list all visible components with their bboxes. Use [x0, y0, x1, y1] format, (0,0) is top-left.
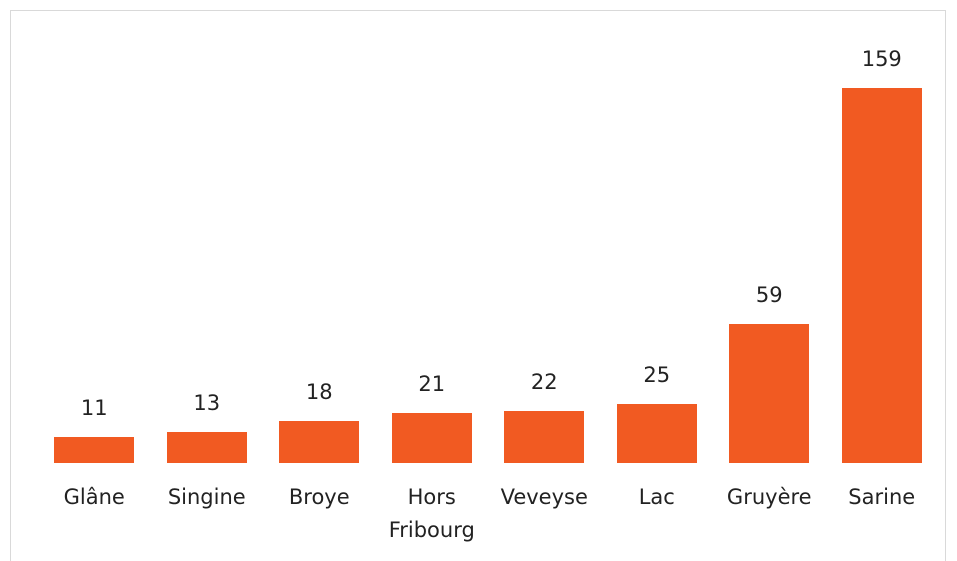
bar — [166, 432, 247, 463]
x-tick-label: Glâne — [63, 485, 125, 509]
data-label: 59 — [755, 282, 783, 307]
x-tick-label: Broye — [288, 485, 350, 509]
data-label: 21 — [418, 372, 446, 397]
x-tick-label: Hors Fribourg — [388, 485, 475, 542]
x-tick-label: Singine — [167, 485, 246, 509]
x-tick-label: Gruyère — [726, 485, 812, 509]
x-tick-label: Veveyse — [500, 485, 588, 509]
bar — [841, 88, 922, 463]
bar — [279, 420, 360, 463]
bar — [616, 404, 697, 463]
x-tick-label: Sarine — [848, 485, 916, 509]
bar — [391, 413, 472, 463]
x-tick-label: Lac — [638, 485, 675, 509]
bar — [54, 437, 135, 463]
bar — [729, 323, 810, 463]
bar — [504, 411, 585, 463]
data-label: 13 — [193, 391, 221, 416]
chart-frame — [10, 10, 946, 561]
data-label: 159 — [861, 47, 902, 71]
data-label: 18 — [305, 379, 333, 404]
data-label: 22 — [530, 370, 558, 395]
data-label: 25 — [643, 363, 671, 388]
data-label: 11 — [80, 396, 108, 421]
